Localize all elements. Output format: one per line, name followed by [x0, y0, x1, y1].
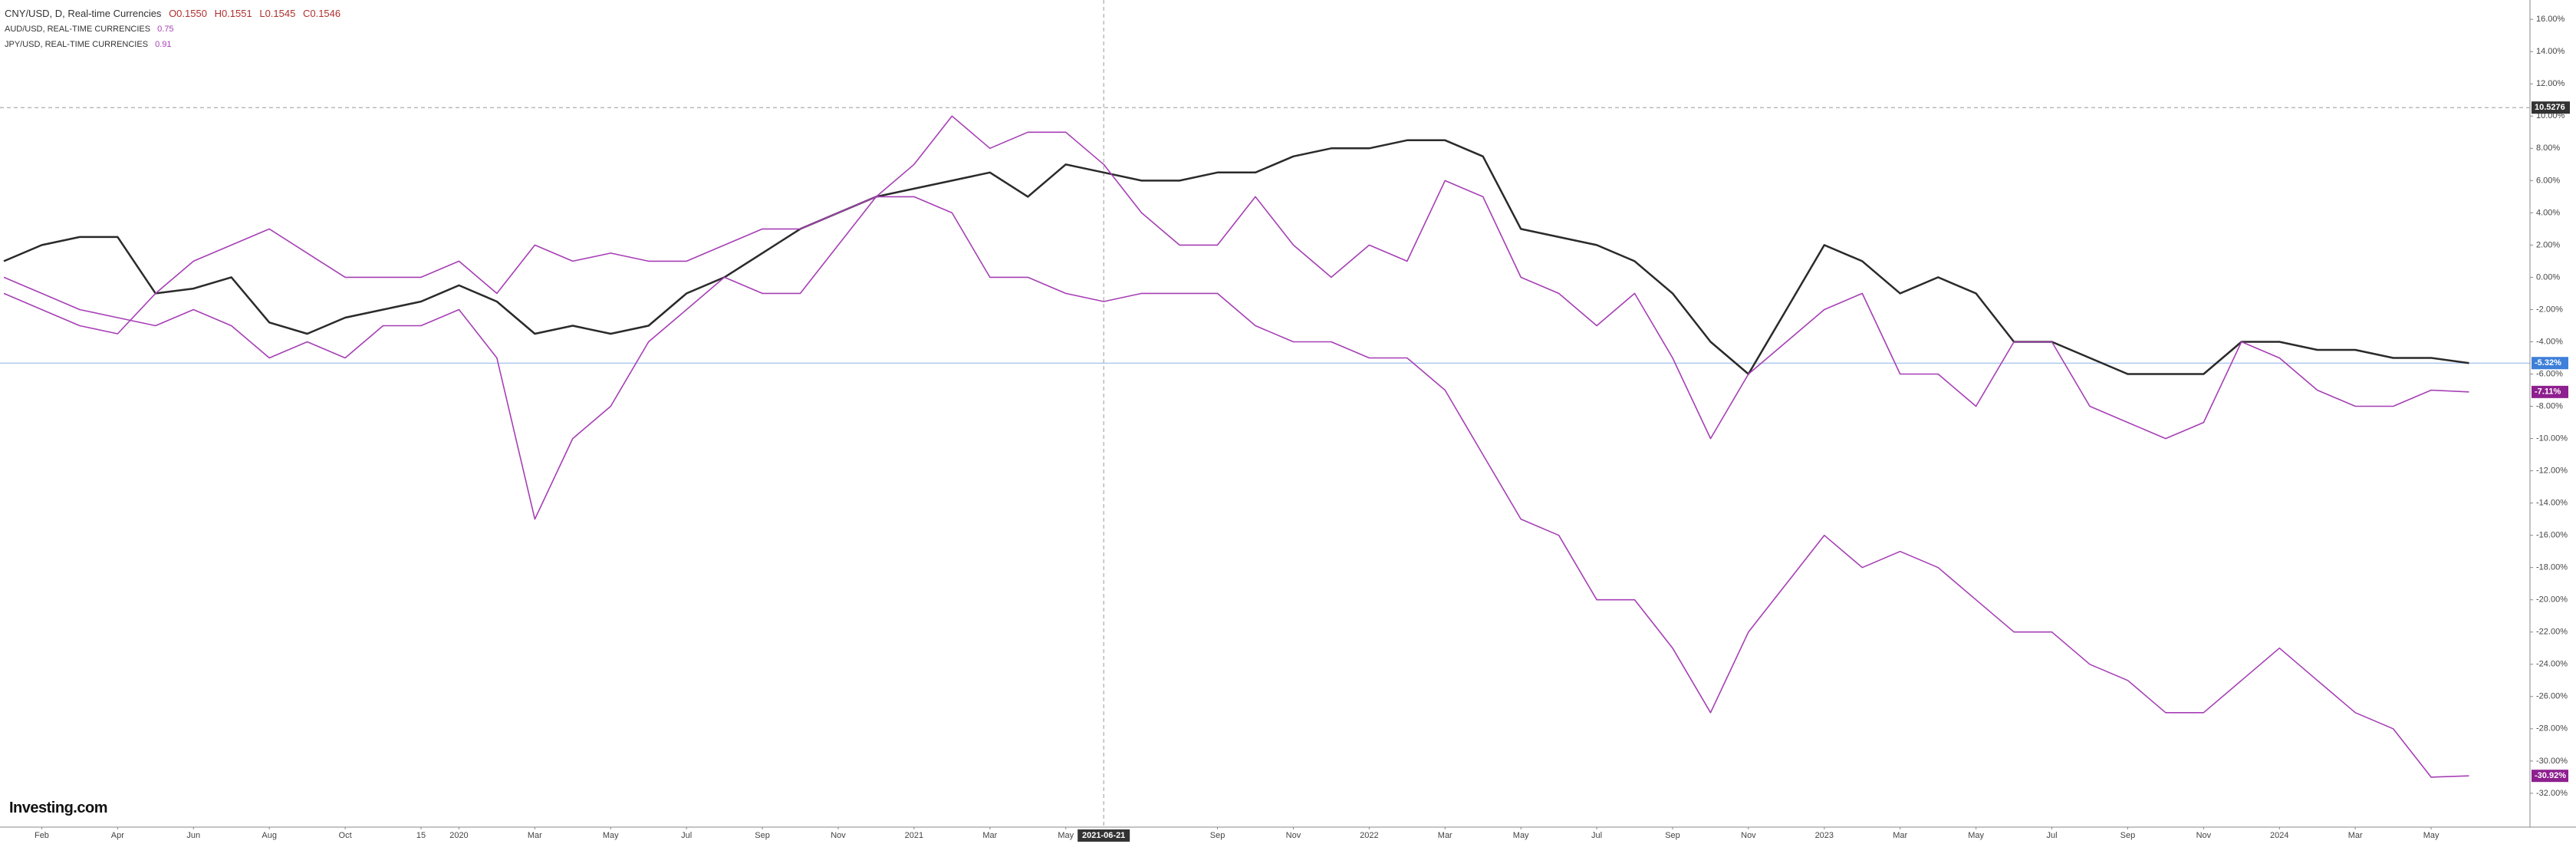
y-tick-label: -24.00%: [2536, 660, 2568, 669]
legend-name: CNY/USD, D, Real-time Currencies: [5, 8, 162, 19]
y-tick-label: -32.00%: [2536, 789, 2568, 798]
x-tick-label: Mar: [528, 831, 542, 840]
x-tick-label: May: [603, 831, 619, 840]
y-tick-label: -6.00%: [2536, 369, 2563, 378]
legend-value: 0.75: [157, 25, 174, 34]
y-tick-label: -14.00%: [2536, 499, 2568, 508]
x-tick-label: Nov: [1286, 831, 1301, 840]
x-tick-label: May: [1968, 831, 1984, 840]
last-value-box: [2532, 357, 2568, 370]
y-tick-label: 14.00%: [2536, 47, 2565, 56]
ohlc: C0.1546: [302, 8, 341, 19]
y-tick-label: 6.00%: [2536, 176, 2560, 185]
legend-name: AUD/USD, REAL-TIME CURRENCIES: [5, 25, 151, 34]
series-line: [3, 139, 2469, 375]
x-tick-label: Oct: [339, 831, 352, 840]
x-tick-label: Aug: [262, 831, 277, 840]
ohlc: L0.1545: [259, 8, 296, 19]
x-tick-label: Jul: [681, 831, 692, 840]
x-tick-label: Apr: [111, 831, 124, 840]
x-tick-label: 2021-06-21: [1082, 831, 1125, 840]
x-tick-label: 2024: [2270, 831, 2288, 840]
ohlc: H0.1551: [214, 8, 252, 19]
x-tick-label: Mar: [1438, 831, 1452, 840]
logo: Investing.com: [9, 799, 107, 816]
x-tick-label: Nov: [2196, 831, 2212, 840]
x-tick-label: 2023: [1815, 831, 1834, 840]
x-tick-label: Sep: [1210, 831, 1225, 840]
x-tick-label: 2021: [905, 831, 923, 840]
x-tick-label: May: [2423, 831, 2439, 840]
y-tick-label: -18.00%: [2536, 563, 2568, 572]
y-tick-label: -20.00%: [2536, 595, 2568, 605]
x-tick-label: Jul: [2047, 831, 2058, 840]
y-tick-label: -4.00%: [2536, 337, 2563, 346]
x-tick-label: Jun: [186, 831, 200, 840]
x-tick-label: 2022: [1360, 831, 1378, 840]
x-tick-label: Nov: [831, 831, 846, 840]
x-tick-label: Mar: [1893, 831, 1907, 840]
last-value-label: -7.11%: [2535, 387, 2561, 397]
crosshair-y-box: [2532, 101, 2570, 114]
x-tick-label: Sep: [2120, 831, 2136, 840]
x-tick-label: Jul: [1591, 831, 1602, 840]
y-tick-label: 0.00%: [2536, 272, 2560, 282]
y-tick-label: -22.00%: [2536, 628, 2568, 637]
series-line: [3, 115, 2469, 520]
y-tick-label: 8.00%: [2536, 143, 2560, 153]
last-value-box: [2532, 385, 2568, 398]
x-tick-label: May: [1058, 831, 1074, 840]
x-tick-label: Mar: [2348, 831, 2363, 840]
legend-jpy: JPY/USD, REAL-TIME CURRENCIES 0.91: [5, 40, 176, 49]
legend-name: JPY/USD, REAL-TIME CURRENCIES: [5, 40, 149, 49]
last-value-label: -30.92%: [2535, 771, 2566, 780]
x-tick-label: 2020: [449, 831, 468, 840]
x-tick-label: May: [1513, 831, 1529, 840]
x-tick-label: Sep: [755, 831, 770, 840]
legend-main: CNY/USD, D, Real-time Currencies O0.1550…: [5, 8, 345, 19]
ohlc: O0.1550: [169, 8, 207, 19]
y-tick-label: 12.00%: [2536, 79, 2565, 88]
y-tick-label: -16.00%: [2536, 531, 2568, 540]
y-tick-label: -12.00%: [2536, 467, 2568, 476]
y-tick-label: -26.00%: [2536, 692, 2568, 701]
y-tick-label: -2.00%: [2536, 305, 2563, 314]
crosshair-x-box: [1077, 829, 1130, 842]
crosshair-y-label: 10.5276: [2535, 103, 2565, 112]
series-line: [3, 196, 2469, 778]
y-tick-label: -30.00%: [2536, 757, 2568, 766]
x-tick-label: 15: [416, 831, 426, 840]
last-value-box: [2532, 770, 2568, 783]
y-tick-label: -10.00%: [2536, 434, 2568, 443]
last-value-label: -5.32%: [2535, 358, 2561, 368]
x-tick-label: Nov: [1741, 831, 1756, 840]
y-tick-label: -8.00%: [2536, 401, 2563, 410]
legend-aud: AUD/USD, REAL-TIME CURRENCIES 0.75: [5, 25, 179, 34]
x-tick-label: Feb: [35, 831, 49, 840]
x-tick-label: Mar: [982, 831, 997, 840]
x-tick-label: Sep: [1665, 831, 1680, 840]
legend-value: 0.91: [155, 40, 172, 49]
y-tick-label: 16.00%: [2536, 15, 2565, 24]
y-tick-label: 2.00%: [2536, 240, 2560, 249]
y-tick-label: 4.00%: [2536, 208, 2560, 217]
y-tick-label: -28.00%: [2536, 724, 2568, 734]
